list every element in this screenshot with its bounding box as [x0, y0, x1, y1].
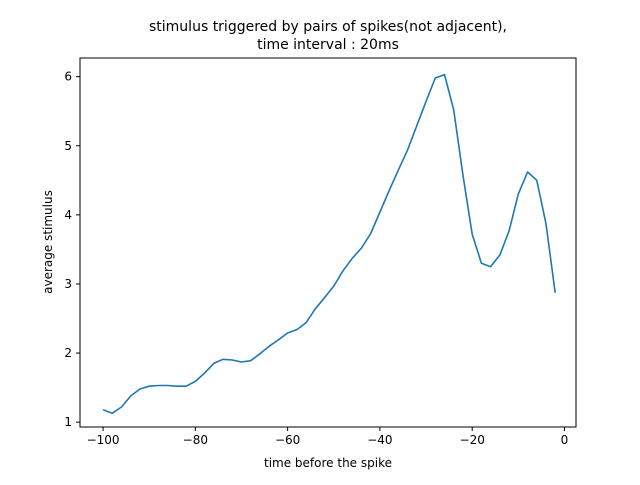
y-tick-label: 4	[64, 208, 72, 222]
y-tick-label: 3	[64, 277, 72, 291]
y-tick-label: 2	[64, 346, 72, 360]
y-axis-label: average stimulus	[41, 190, 55, 294]
chart-title-line-1: stimulus triggered by pairs of spikes(no…	[149, 19, 507, 35]
x-tick-label: −80	[183, 433, 208, 447]
x-tick-label: 0	[561, 433, 569, 447]
y-axis-ticks: 1 2 3 4 5 6	[64, 70, 80, 429]
x-axis-label: time before the spike	[264, 456, 392, 470]
series-line	[102, 73, 556, 415]
x-axis-ticks: −100 −80 −60 −40 −20 0	[87, 427, 569, 447]
y-tick-label: 6	[64, 70, 72, 84]
chart-title-line-2: time interval : 20ms	[257, 37, 399, 53]
y-tick-label: 5	[64, 139, 72, 153]
x-tick-label: −100	[87, 433, 120, 447]
x-tick-label: −40	[367, 433, 392, 447]
y-tick-label: 1	[64, 415, 72, 429]
x-tick-label: −20	[460, 433, 485, 447]
plot-frame	[79, 57, 577, 428]
plot-series	[102, 73, 556, 415]
x-tick-label: −60	[275, 433, 300, 447]
